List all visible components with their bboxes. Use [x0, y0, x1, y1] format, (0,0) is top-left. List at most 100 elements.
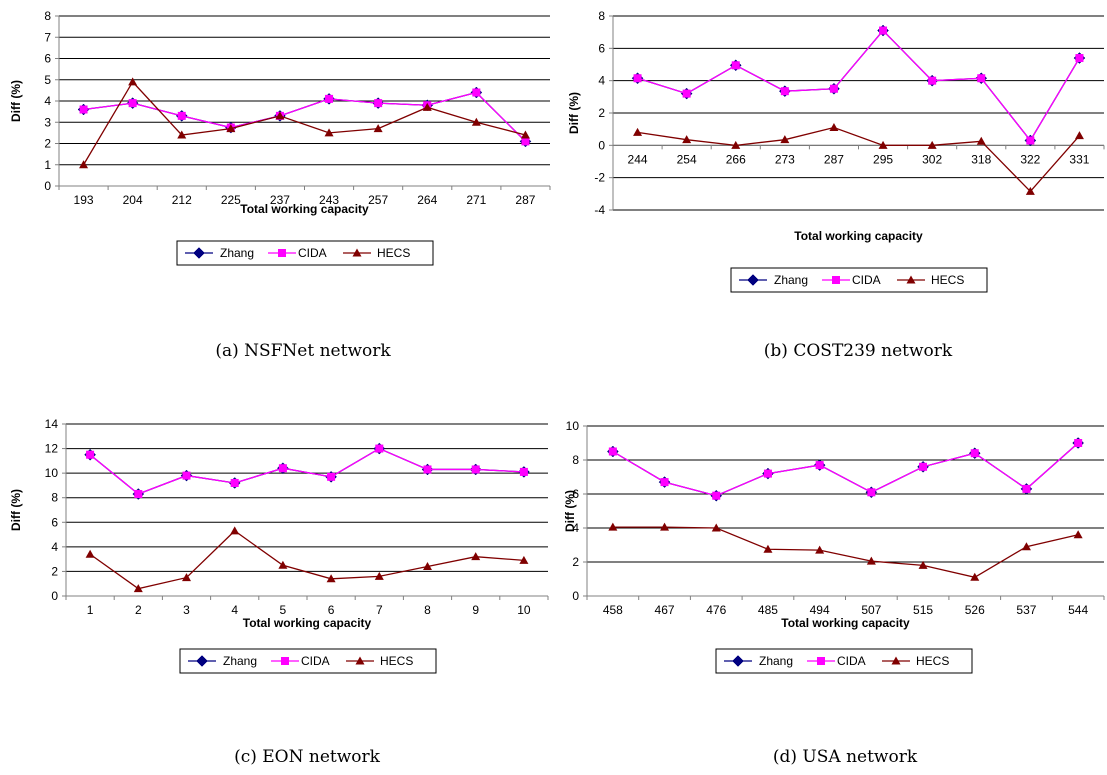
data-point-cida	[780, 87, 789, 96]
y-tick-label: 3	[44, 115, 51, 129]
legend-box	[179, 648, 437, 674]
legend-marker-cida	[281, 657, 289, 665]
series-line-cida	[83, 91, 526, 142]
panel-caption: (c) EON network	[234, 747, 381, 767]
legend-marker-cida	[832, 276, 840, 284]
x-axis-title: Total working capacity	[243, 616, 372, 630]
x-tick-label: 273	[775, 152, 795, 166]
data-point-hecs	[128, 77, 138, 86]
legend-box	[176, 240, 434, 266]
series-hecs	[85, 526, 529, 593]
x-axis-title: Total working capacity	[240, 202, 369, 216]
x-tick-label: 5	[280, 603, 287, 617]
data-point-cida	[919, 462, 928, 471]
series-cida	[86, 444, 528, 499]
data-point-cida	[423, 465, 432, 474]
x-tick-label: 476	[706, 603, 726, 617]
data-point-hecs	[326, 574, 336, 583]
data-point-cida	[375, 444, 384, 453]
series-cida	[633, 26, 1084, 145]
data-point-hecs	[85, 549, 95, 558]
series-zhang	[606, 437, 1085, 502]
legend-label-hecs: HECS	[380, 654, 413, 668]
legend-label-zhang: Zhang	[774, 273, 808, 287]
y-tick-label: 6	[44, 52, 51, 66]
x-tick-label: 467	[655, 603, 675, 617]
series-line-hecs	[89, 530, 524, 590]
y-tick-label: 6	[598, 41, 605, 55]
data-point-cida	[325, 94, 334, 103]
data-point-hecs	[918, 560, 928, 569]
x-tick-label: 3	[183, 603, 190, 617]
data-point-hecs	[878, 140, 888, 149]
y-tick-label: 2	[598, 106, 605, 120]
x-tick-label: 494	[810, 603, 830, 617]
y-tick-label: 4	[572, 521, 579, 535]
y-tick-label: 8	[44, 9, 51, 23]
data-point-hecs	[682, 135, 692, 144]
y-tick-label: 2	[44, 137, 51, 151]
data-point-hecs	[976, 136, 986, 145]
data-point-cida	[867, 488, 876, 497]
data-point-cida	[731, 61, 740, 70]
legend-marker-hecs	[352, 248, 362, 257]
y-tick-label: 0	[51, 589, 58, 603]
chart-panel-1: -4 -2 0 2 4 6 8 244 254 266 273 287 295 302 318 322 331 T…	[567, 9, 1105, 361]
legend-label-zhang: Zhang	[220, 246, 254, 260]
data-point-hecs	[324, 128, 334, 137]
data-point-hecs	[1025, 186, 1035, 195]
legend: Zhang CIDA HECS	[715, 648, 973, 674]
data-point-cida	[829, 84, 838, 93]
y-tick-label: 4	[44, 94, 51, 108]
data-point-cida	[79, 105, 88, 114]
x-tick-label: 257	[368, 193, 388, 207]
data-point-cida	[660, 478, 669, 487]
data-point-cida	[134, 490, 143, 499]
data-point-cida	[970, 449, 979, 458]
data-point-hecs	[866, 556, 876, 565]
y-tick-label: 10	[45, 466, 59, 480]
data-point-cida	[521, 137, 530, 146]
data-point-cida	[1074, 439, 1083, 447]
series-hecs	[79, 77, 530, 169]
data-point-cida	[1026, 136, 1035, 145]
y-tick-label: 1	[44, 158, 51, 172]
y-tick-label: -4	[594, 203, 605, 217]
data-point-hecs	[422, 102, 432, 111]
data-point-cida	[278, 464, 287, 473]
series-cida	[608, 439, 1083, 500]
data-point-hecs	[633, 127, 643, 136]
legend-label-zhang: Zhang	[223, 654, 257, 668]
legend: Zhang CIDA HECS	[730, 267, 988, 293]
x-tick-label: 7	[376, 603, 383, 617]
data-point-cida	[374, 99, 383, 108]
data-point-cida	[472, 88, 481, 97]
panel-caption: (b) COST239 network	[764, 341, 953, 361]
data-point-hecs	[275, 111, 285, 120]
x-tick-label: 266	[726, 152, 746, 166]
x-tick-label: 6	[328, 603, 335, 617]
x-tick-label: 212	[172, 193, 192, 207]
x-tick-label: 271	[466, 193, 486, 207]
data-point-cida	[815, 461, 824, 470]
data-point-cida	[230, 478, 239, 487]
data-point-cida	[1075, 54, 1084, 63]
data-point-cida	[471, 465, 480, 474]
y-tick-label: 6	[51, 515, 58, 529]
data-point-cida	[977, 74, 986, 83]
data-point-hecs	[374, 571, 384, 580]
data-point-cida	[177, 111, 186, 120]
x-tick-label: 1	[87, 603, 94, 617]
data-point-hecs	[1021, 542, 1031, 551]
data-point-hecs	[471, 552, 481, 561]
data-point-cida	[879, 26, 888, 35]
data-point-cida	[608, 447, 617, 456]
y-tick-label: 8	[572, 453, 579, 467]
x-tick-label: 4	[231, 603, 238, 617]
data-point-hecs	[182, 573, 191, 582]
data-point-hecs	[970, 572, 980, 581]
data-point-cida	[182, 471, 191, 480]
data-point-cida	[86, 450, 95, 459]
y-axis-title: Diff (%)	[563, 490, 577, 532]
